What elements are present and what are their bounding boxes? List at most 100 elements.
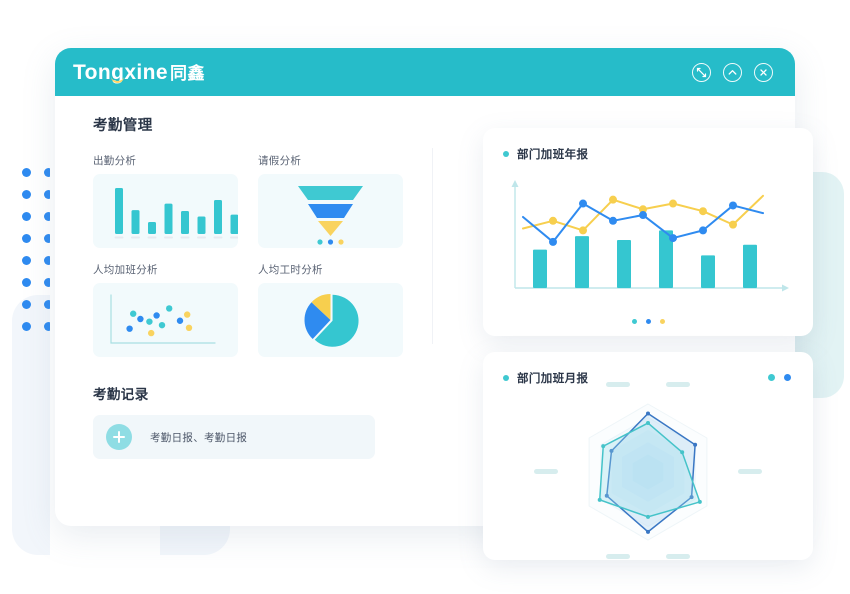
background-dot [44, 300, 53, 309]
legend-dot-yellow [659, 319, 665, 324]
radar-axis-pill [666, 382, 690, 387]
app-logo: Tongxine 同鑫 [73, 59, 205, 85]
radar-point [693, 442, 698, 447]
window-body: 考勤管理 出勤分析 请假分析 [55, 96, 795, 526]
card-monthly-report: 部门加班月报 [483, 352, 813, 560]
bar [743, 244, 757, 288]
yellow-line-point [579, 226, 587, 235]
record-item-label: 考勤日报、考勤日报 [150, 431, 248, 444]
bar [131, 210, 140, 234]
scatter-point [166, 305, 173, 312]
scatter-point [146, 318, 153, 325]
add-icon[interactable] [106, 424, 132, 450]
yellow-line-point [669, 199, 677, 208]
bar [659, 230, 673, 288]
thumbnail-attendance-analysis[interactable]: 出勤分析 [93, 153, 238, 248]
collapse-icon[interactable] [723, 62, 742, 82]
scatter-point [126, 325, 133, 332]
app-window: Tongxine 同鑫 [55, 48, 795, 526]
thumbnail-chart-bar [93, 174, 238, 248]
thumbnail-label: 出勤分析 [93, 155, 137, 167]
legend-dot-blue [645, 319, 651, 324]
page-title: 考勤管理 [93, 118, 153, 134]
radar-axis-pill [606, 554, 630, 559]
background-dot [22, 322, 31, 331]
bar-tick [230, 236, 238, 239]
expand-icon[interactable] [692, 62, 711, 82]
radar-axis-pill [666, 554, 690, 559]
thumbnail-avg-overtime-analysis[interactable]: 人均加班分析 [93, 262, 238, 357]
background-dot [22, 212, 31, 221]
bar [115, 188, 123, 234]
card-header: 部门加班年报 [483, 128, 813, 162]
radar-point [646, 514, 650, 519]
scatter-point [185, 324, 193, 331]
scatter-chart-mini [110, 294, 216, 344]
bar-tick [131, 236, 140, 239]
background-dot [44, 190, 53, 199]
bar-tick [213, 236, 223, 239]
background-dot [22, 234, 31, 243]
thumbnail-label: 人均加班分析 [93, 264, 158, 276]
bar-series [533, 230, 757, 288]
card-title: 部门加班年报 [517, 149, 589, 161]
title-bar: Tongxine 同鑫 [55, 48, 795, 96]
blue-line-point [609, 216, 617, 225]
blue-line-point [549, 237, 557, 246]
radar-axis-pill [534, 469, 558, 474]
background-dot [44, 212, 53, 221]
thumbnail-label: 请假分析 [258, 155, 302, 167]
bar [230, 214, 238, 234]
radar-point [597, 497, 602, 502]
background-dot [22, 256, 31, 265]
blue-line-point [729, 201, 737, 210]
bar [701, 255, 715, 288]
scatter-point [137, 315, 144, 323]
scatter-point [184, 311, 191, 318]
yellow-line-point [729, 220, 737, 229]
bar [148, 222, 156, 234]
radar-point [604, 493, 609, 498]
bar [617, 240, 631, 288]
card-header: 部门加班月报 [483, 352, 813, 386]
close-icon[interactable] [754, 62, 773, 82]
bar [575, 236, 589, 288]
bar [197, 216, 206, 234]
background-dot [22, 278, 31, 287]
background-dot [44, 256, 53, 265]
pagination-dot-teal[interactable] [768, 374, 775, 381]
thumbnail-grid: 出勤分析 请假分析 [93, 153, 433, 357]
radar-point [689, 495, 694, 500]
yellow-line-point [549, 216, 557, 225]
left-column: 考勤管理 出勤分析 请假分析 [55, 114, 433, 526]
thumbnail-avg-hours-analysis[interactable]: 人均工时分析 [258, 262, 403, 357]
radar-axis-pill [738, 469, 762, 474]
bar-chart-mini [114, 188, 238, 239]
pie-slice [311, 294, 331, 320]
record-list-item[interactable]: 考勤日报、考勤日报 [93, 415, 375, 459]
bar-tick [164, 236, 173, 239]
pagination-dot-blue[interactable] [784, 374, 791, 381]
card-pagination-dots[interactable] [768, 374, 791, 381]
background-dot [44, 322, 53, 331]
radar-point [601, 444, 606, 449]
logo-smile-icon [111, 76, 124, 83]
thumbnail-chart-funnel [258, 174, 403, 248]
scatter-point [176, 317, 184, 324]
window-controls [692, 62, 773, 82]
radar-point [609, 448, 614, 453]
background-dot [22, 190, 31, 199]
background-dot-grid [22, 168, 66, 344]
thumbnail-label: 人均工时分析 [258, 264, 323, 276]
thumbnail-leave-analysis[interactable]: 请假分析 [258, 153, 403, 248]
bar-tick [147, 236, 157, 239]
background-dot [44, 278, 53, 287]
column-divider [432, 148, 433, 344]
bar [164, 203, 173, 234]
radar-axis-pill [606, 382, 630, 387]
yellow-line-point [609, 195, 617, 204]
bar [214, 199, 222, 234]
pie-chart-mini [304, 294, 359, 347]
pie-slice [304, 302, 331, 339]
